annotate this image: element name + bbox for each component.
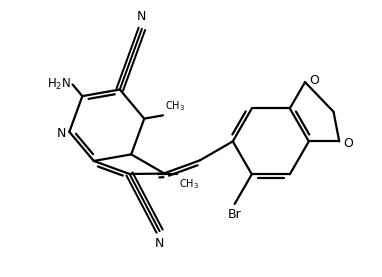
Text: H$_2$N: H$_2$N bbox=[47, 77, 71, 92]
Text: N: N bbox=[56, 127, 66, 140]
Text: O: O bbox=[343, 137, 353, 150]
Text: N: N bbox=[137, 10, 147, 23]
Text: N: N bbox=[155, 237, 164, 250]
Text: CH$_3$: CH$_3$ bbox=[165, 100, 185, 114]
Text: O: O bbox=[309, 74, 319, 87]
Text: CH$_3$: CH$_3$ bbox=[179, 178, 199, 191]
Text: Br: Br bbox=[228, 208, 241, 221]
